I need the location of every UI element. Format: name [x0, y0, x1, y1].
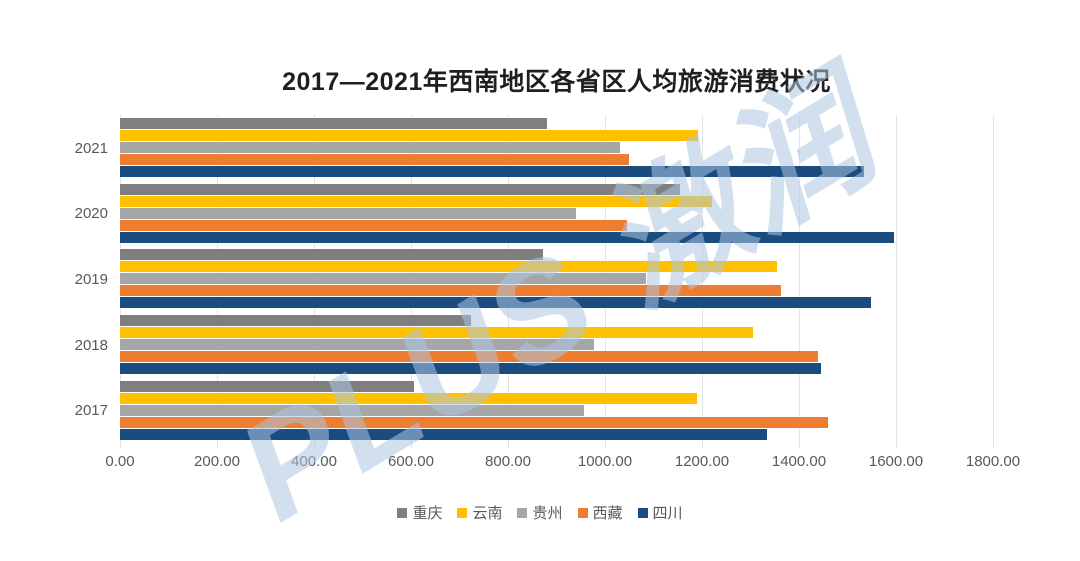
bar-西藏-2020	[120, 219, 627, 231]
x-tick-label: 200.00	[194, 453, 240, 470]
year-label-2017: 2017	[74, 402, 108, 420]
bar-四川-2020	[120, 231, 894, 243]
plot-area	[120, 115, 994, 448]
bar-四川-2021	[120, 166, 865, 178]
gridline	[993, 115, 994, 448]
bar-西藏-2017	[120, 416, 829, 428]
year-label-2021: 2021	[74, 139, 108, 157]
legend-swatch-重庆	[397, 507, 408, 518]
bar-四川-2017	[120, 428, 768, 440]
bar-云南-2021	[120, 130, 699, 142]
year-label-2020: 2020	[74, 205, 108, 223]
bar-重庆-2021	[120, 118, 547, 130]
x-tick-label: 0.00	[105, 453, 135, 470]
bar-四川-2018	[120, 363, 822, 375]
legend-swatch-贵州	[517, 507, 528, 518]
legend-item-西藏: 西藏	[577, 502, 623, 523]
legend-item-重庆: 重庆	[397, 502, 442, 523]
gridline	[701, 115, 703, 448]
bar-西藏-2021	[120, 154, 630, 166]
legend-swatch-西藏	[577, 507, 588, 518]
bar-group-2020	[120, 181, 993, 247]
bar-云南-2019	[120, 261, 778, 273]
bar-云南-2018	[120, 327, 753, 339]
gridline	[799, 115, 800, 448]
bar-重庆-2018	[120, 315, 472, 327]
bar-贵州-2020	[120, 207, 576, 219]
legend-label: 云南	[472, 505, 503, 522]
legend-label: 四川	[652, 505, 683, 522]
x-tick-label: 1400.00	[771, 453, 827, 470]
legend-label: 贵州	[532, 505, 563, 522]
bar-西藏-2018	[120, 351, 819, 363]
bar-重庆-2019	[120, 249, 544, 261]
x-tick-label: 600.00	[388, 453, 434, 470]
legend-swatch-四川	[637, 507, 648, 518]
legend-swatch-云南	[457, 507, 468, 518]
legend-item-四川: 四川	[637, 502, 683, 523]
bar-贵州-2017	[120, 404, 584, 416]
x-tick-label: 400.00	[291, 453, 337, 470]
bar-西藏-2019	[120, 285, 781, 297]
bar-group-2018	[120, 312, 993, 378]
year-label-2018: 2018	[74, 336, 108, 354]
chart-title: 2017—2021年西南地区各省区人均旅游消费状况	[282, 68, 831, 96]
legend-item-云南: 云南	[457, 502, 502, 523]
bar-贵州-2021	[120, 142, 620, 154]
bar-重庆-2017	[120, 380, 415, 392]
bar-重庆-2020	[120, 183, 681, 195]
legend-label: 西藏	[592, 505, 623, 522]
bar-云南-2017	[120, 392, 698, 404]
x-tick-label: 1800.00	[965, 453, 1021, 470]
legend: 重庆 云南 贵州 西藏 四川	[0, 502, 1080, 523]
x-tick-label: 800.00	[485, 453, 531, 470]
legend-label: 重庆	[412, 505, 443, 522]
bar-云南-2020	[120, 195, 712, 207]
x-tick-label: 1200.00	[674, 453, 730, 470]
bar-group-2021	[120, 115, 993, 181]
bar-贵州-2019	[120, 273, 647, 285]
x-tick-label: 1600.00	[868, 453, 924, 470]
legend-item-贵州: 贵州	[517, 502, 563, 523]
gridline	[896, 115, 897, 448]
bar-group-2017	[120, 377, 993, 443]
bar-四川-2019	[120, 297, 871, 309]
year-label-2019: 2019	[74, 271, 108, 288]
x-tick-label: 1000.00	[577, 453, 633, 470]
bar-group-2019	[120, 246, 993, 312]
bar-贵州-2018	[120, 339, 595, 351]
